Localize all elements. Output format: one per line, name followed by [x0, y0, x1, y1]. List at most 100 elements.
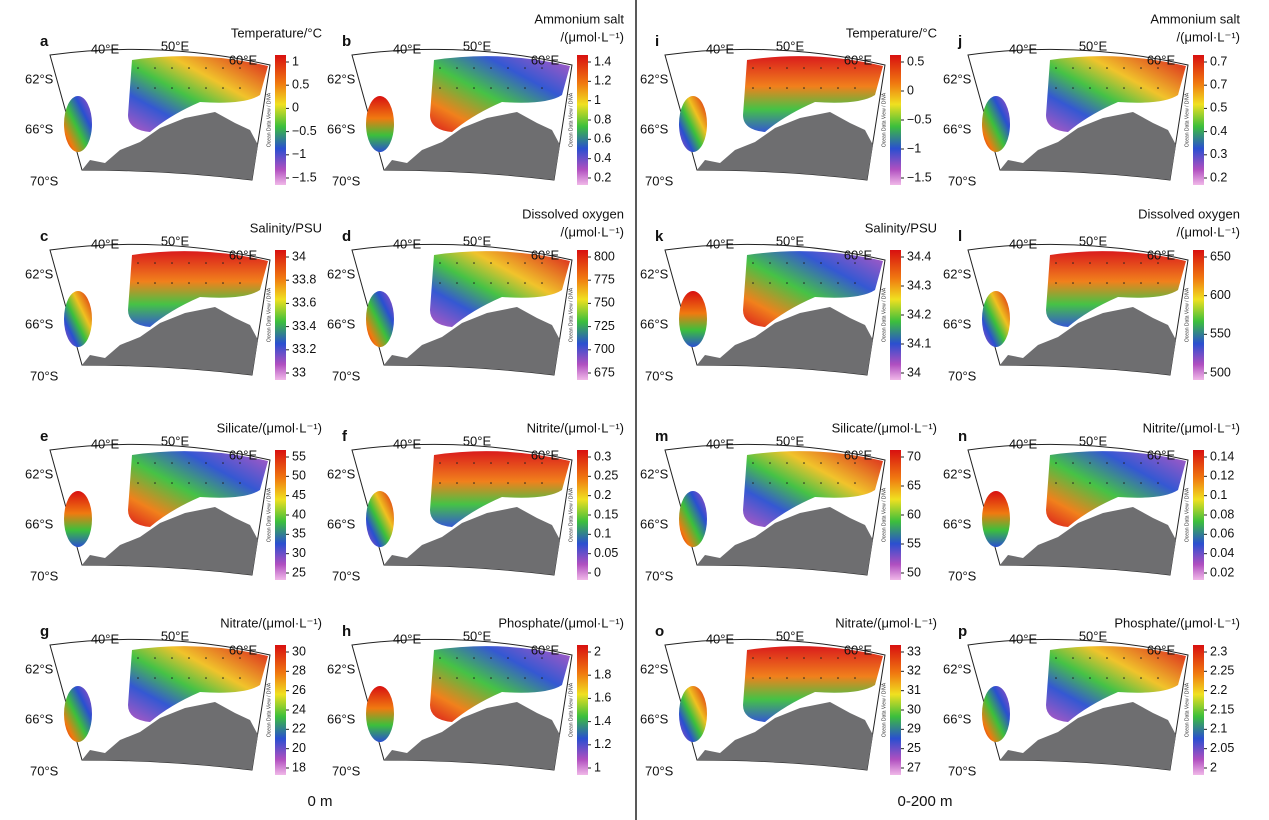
- credit: Ocean Data View / DIVA: [881, 487, 887, 542]
- station: [1123, 677, 1125, 679]
- station: [1157, 482, 1159, 484]
- station: [524, 677, 526, 679]
- station: [473, 67, 475, 69]
- lon-label: 60°E: [531, 447, 560, 462]
- panel-title: Salinity/PSU: [865, 220, 937, 235]
- lat-label: 62°S: [640, 71, 669, 86]
- lat-label: 70°S: [645, 763, 674, 778]
- station: [541, 482, 543, 484]
- station: [786, 677, 788, 679]
- colorbar-label: 725: [594, 319, 615, 333]
- panel-letter: i: [655, 33, 659, 50]
- station: [820, 482, 822, 484]
- station: [786, 282, 788, 284]
- panel-title: Ammonium salt: [1150, 11, 1240, 26]
- lon-label: 50°E: [1079, 628, 1108, 643]
- lon-label: 50°E: [1079, 433, 1108, 448]
- station: [1123, 282, 1125, 284]
- station: [439, 262, 441, 264]
- colorbar-label: 0: [292, 101, 299, 115]
- colorbar: [275, 450, 286, 580]
- station: [524, 282, 526, 284]
- lat-label: 70°S: [645, 568, 674, 583]
- lat-label: 70°S: [948, 173, 977, 188]
- station: [854, 67, 856, 69]
- land: [384, 112, 560, 180]
- colorbar-label: 0.2: [594, 170, 611, 184]
- station: [490, 482, 492, 484]
- data-field: [1046, 646, 1186, 722]
- lon-label: 40°E: [706, 236, 735, 251]
- station: [854, 482, 856, 484]
- colorbar-label: 24: [292, 702, 306, 716]
- station: [541, 282, 543, 284]
- station: [1140, 657, 1142, 659]
- lon-label: 60°E: [844, 447, 873, 462]
- station: [1106, 67, 1108, 69]
- station: [439, 462, 441, 464]
- lon-label: 60°E: [531, 642, 560, 657]
- land: [82, 507, 258, 575]
- panel-title: Phosphate/(μmol·L⁻¹): [1114, 615, 1240, 630]
- station: [171, 657, 173, 659]
- station: [222, 282, 224, 284]
- station: [239, 482, 241, 484]
- station: [837, 87, 839, 89]
- colorbar-label: 1.2: [594, 74, 611, 88]
- colorbar-label: 22: [292, 722, 306, 736]
- data-field: [743, 56, 883, 132]
- land: [82, 307, 258, 375]
- station: [1072, 482, 1074, 484]
- station: [769, 282, 771, 284]
- station: [456, 482, 458, 484]
- station: [1140, 87, 1142, 89]
- lon-label: 50°E: [1079, 233, 1108, 248]
- lon-label: 40°E: [91, 41, 120, 56]
- station: [803, 462, 805, 464]
- station: [854, 262, 856, 264]
- station: [456, 462, 458, 464]
- station: [1089, 462, 1091, 464]
- panel: e Silicate/(μmol·L⁻¹) 40°E 50°E 60°E 62°S 66°S…: [25, 420, 322, 583]
- colorbar: [577, 55, 588, 185]
- station: [1123, 657, 1125, 659]
- lat-label: 70°S: [948, 568, 977, 583]
- lon-label: 40°E: [1009, 41, 1038, 56]
- colorbar-label: 0.5: [1210, 101, 1227, 115]
- station: [188, 87, 190, 89]
- station: [171, 482, 173, 484]
- colorbar-label: 775: [594, 272, 615, 286]
- lat-label: 66°S: [943, 516, 972, 531]
- colorbar-label: 55: [292, 449, 306, 463]
- data-field: [366, 291, 394, 347]
- lat-label: 62°S: [327, 71, 356, 86]
- lat-label: 62°S: [943, 466, 972, 481]
- station: [752, 677, 754, 679]
- station: [239, 462, 241, 464]
- panel: d Dissolved oxygen /(μmol·L⁻¹) 40°E 50°E 60°E…: [327, 206, 624, 383]
- colorbar: [890, 450, 901, 580]
- lon-label: 40°E: [706, 436, 735, 451]
- station: [752, 462, 754, 464]
- colorbar: [1193, 55, 1204, 185]
- lon-label: 60°E: [229, 52, 258, 67]
- colorbar-label: 34: [907, 365, 921, 379]
- lat-label: 70°S: [30, 763, 59, 778]
- station: [154, 677, 156, 679]
- colorbar-label: 0.25: [594, 469, 618, 483]
- station: [752, 87, 754, 89]
- station: [769, 482, 771, 484]
- lon-label: 60°E: [229, 447, 258, 462]
- lon-label: 60°E: [229, 247, 258, 262]
- station: [137, 462, 139, 464]
- data-field: [64, 96, 92, 152]
- station: [837, 677, 839, 679]
- station: [1072, 87, 1074, 89]
- colorbar-label: 50: [292, 469, 306, 483]
- credit: Ocean Data View / DIVA: [266, 287, 272, 342]
- station: [1123, 462, 1125, 464]
- land: [1000, 507, 1176, 575]
- station: [439, 677, 441, 679]
- colorbar: [275, 250, 286, 380]
- colorbar-label: 2.3: [1210, 644, 1227, 658]
